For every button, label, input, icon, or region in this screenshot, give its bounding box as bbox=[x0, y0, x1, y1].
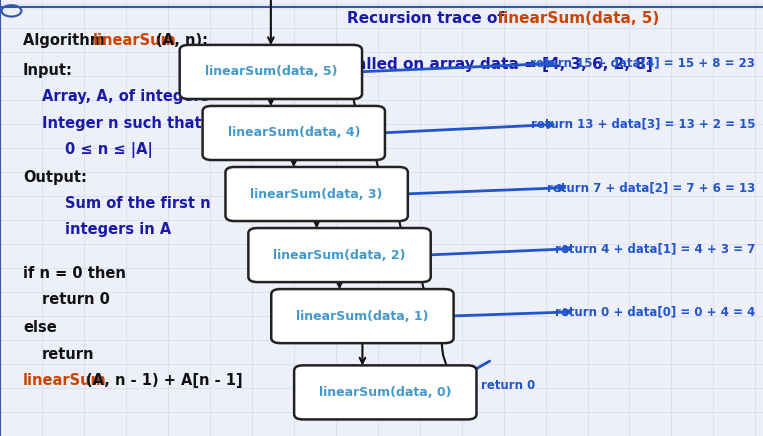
Text: linearSum(data, 4): linearSum(data, 4) bbox=[227, 126, 360, 140]
Text: else: else bbox=[23, 320, 56, 335]
Text: return: return bbox=[42, 347, 95, 361]
Text: linearSum(data, 1): linearSum(data, 1) bbox=[296, 310, 429, 323]
Text: 0 ≤ n ≤ |A|: 0 ≤ n ≤ |A| bbox=[65, 142, 153, 158]
Text: return 0 + data[0] = 0 + 4 = 4: return 0 + data[0] = 0 + 4 = 4 bbox=[555, 305, 755, 318]
Text: linearSum: linearSum bbox=[23, 373, 107, 388]
Text: return 13 + data[3] = 13 + 2 = 15: return 13 + data[3] = 13 + 2 = 15 bbox=[531, 118, 755, 131]
Text: return 7 + data[2] = 7 + 6 = 13: return 7 + data[2] = 7 + 6 = 13 bbox=[547, 181, 755, 194]
Text: Input:: Input: bbox=[23, 63, 72, 78]
Text: linearSum(data, 0): linearSum(data, 0) bbox=[319, 386, 452, 399]
Text: linearSum(data, 2): linearSum(data, 2) bbox=[273, 249, 406, 262]
FancyBboxPatch shape bbox=[203, 106, 385, 160]
Text: Output:: Output: bbox=[23, 170, 87, 185]
Text: return 0: return 0 bbox=[481, 379, 535, 392]
Text: Algorithm: Algorithm bbox=[23, 33, 110, 48]
Text: return 15 + data[4] = 15 + 8 = 23: return 15 + data[4] = 15 + 8 = 23 bbox=[530, 57, 755, 70]
Text: if n = 0 then: if n = 0 then bbox=[23, 266, 126, 281]
Text: Integer n such that: Integer n such that bbox=[42, 116, 201, 130]
Text: linearSum(data, 5): linearSum(data, 5) bbox=[204, 65, 337, 78]
Text: (A, n):: (A, n): bbox=[156, 33, 208, 48]
Text: called on array data = [4, 3, 6, 2, 8]: called on array data = [4, 3, 6, 2, 8] bbox=[347, 57, 653, 72]
Text: linearSum(data, 5): linearSum(data, 5) bbox=[498, 11, 659, 26]
FancyBboxPatch shape bbox=[180, 45, 362, 99]
Text: linearSum(data, 3): linearSum(data, 3) bbox=[250, 187, 383, 201]
Text: Array, A, of integers: Array, A, of integers bbox=[42, 89, 209, 104]
FancyBboxPatch shape bbox=[249, 228, 430, 282]
Text: Recursion trace of: Recursion trace of bbox=[347, 11, 510, 26]
FancyBboxPatch shape bbox=[226, 167, 407, 221]
Text: integers in A: integers in A bbox=[65, 222, 171, 237]
Text: (A, n - 1) + A[n - 1]: (A, n - 1) + A[n - 1] bbox=[86, 373, 243, 388]
FancyBboxPatch shape bbox=[272, 289, 453, 343]
Text: linearSum: linearSum bbox=[93, 33, 177, 48]
FancyBboxPatch shape bbox=[295, 365, 476, 419]
Text: return 4 + data[1] = 4 + 3 = 7: return 4 + data[1] = 4 + 3 = 7 bbox=[555, 242, 755, 255]
Text: Sum of the first n: Sum of the first n bbox=[65, 196, 211, 211]
Text: return 0: return 0 bbox=[42, 292, 110, 307]
